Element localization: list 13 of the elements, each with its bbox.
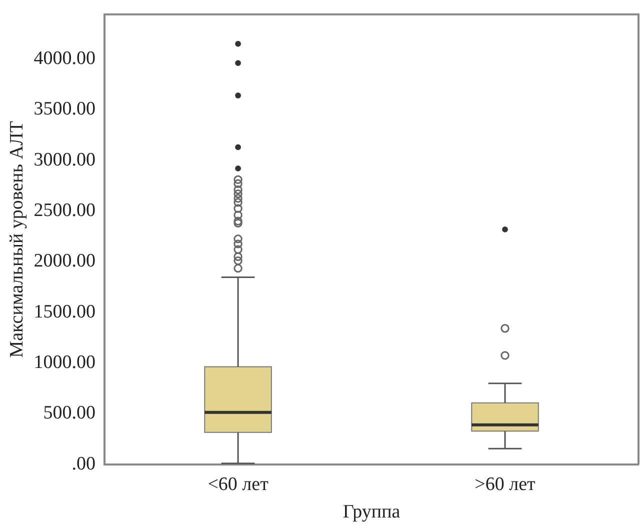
x-axis-title: Группа [342, 502, 401, 523]
y-tick-label: 3000.00 [34, 149, 96, 170]
y-tick-label: 2000.00 [34, 250, 96, 272]
y-tick-label: .00 [72, 453, 96, 474]
y-tick-label: 500.00 [43, 402, 96, 424]
x-tick-label: <60 лет [208, 474, 270, 495]
y-tick-label: 2500.00 [34, 200, 96, 222]
y-tick-label: 1000.00 [34, 352, 96, 374]
y-tick-label: 4000.00 [34, 48, 96, 69]
y-tick-label: 3500.00 [34, 98, 96, 120]
y-tick-label: 1500.00 [34, 301, 96, 322]
y-axis-title: Максимальный уровень АЛТ [6, 120, 28, 358]
x-tick-label: >60 лет [474, 474, 536, 495]
